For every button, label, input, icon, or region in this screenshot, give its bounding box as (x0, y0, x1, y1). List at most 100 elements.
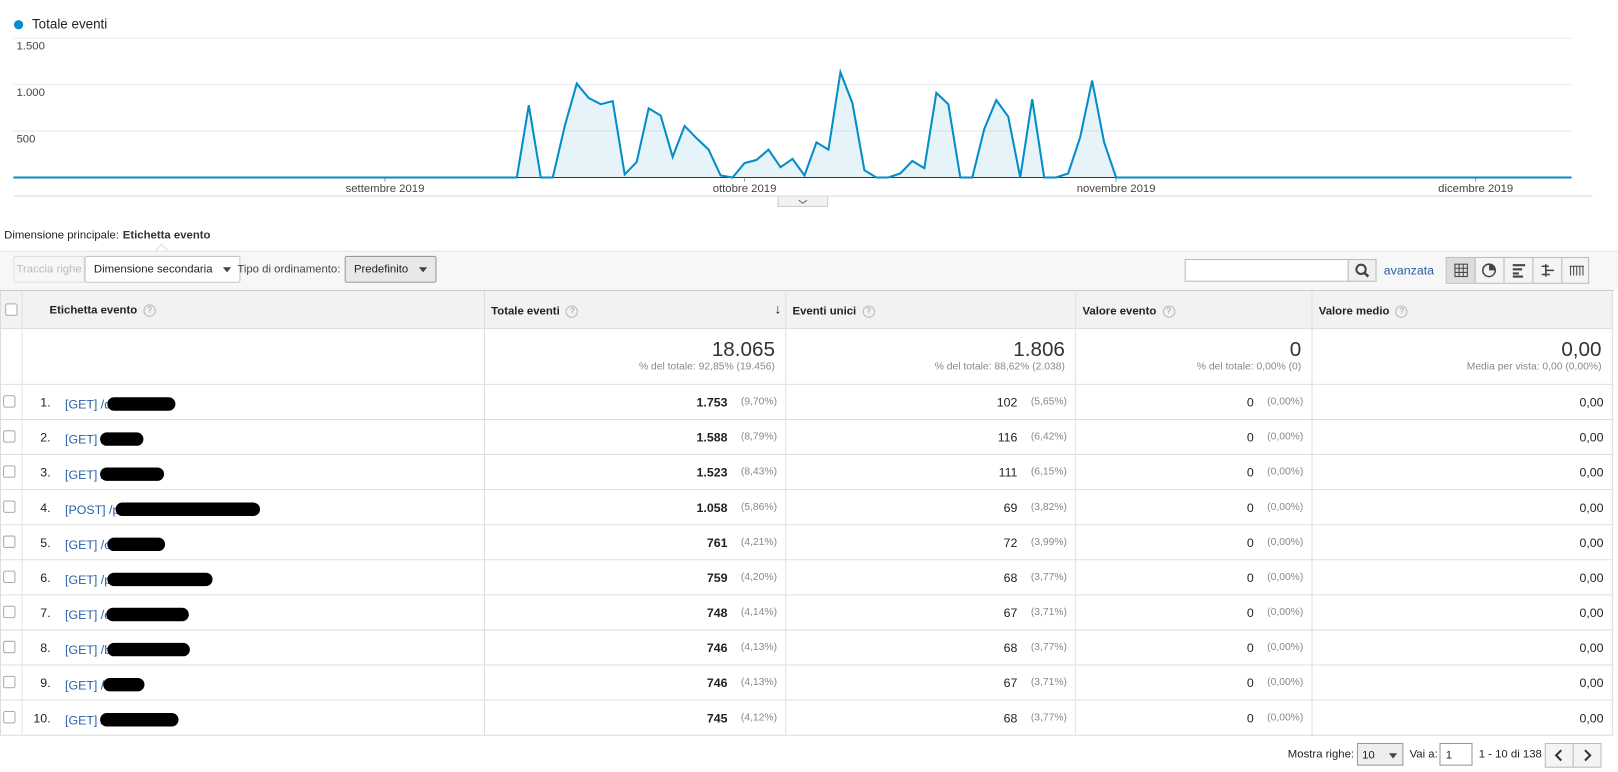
table-cell: Eventi unici? (786, 290, 1077, 330)
row-index: 10. (33, 710, 51, 726)
primary-dimension-label: Dimensione principale: (4, 229, 119, 242)
rows-select[interactable]: 10 (1356, 742, 1404, 766)
table-cell (1, 329, 23, 385)
table-cell: 0 (0,00%) (1076, 490, 1313, 526)
goto-input[interactable]: 1 (1439, 742, 1473, 766)
row-label: [GET] /p (65, 571, 213, 590)
row-label: [GET] /o (65, 536, 165, 555)
row-label: [GET] /d (65, 395, 176, 414)
table-cell: 0% del totale: 0,00% (0) (1076, 329, 1313, 385)
cell-value: 0,00 (1579, 605, 1604, 621)
table-cell: 1.523 (8,43%) (484, 455, 787, 491)
checkbox[interactable] (3, 500, 16, 513)
column-title[interactable]: Etichetta evento (49, 304, 138, 317)
table-cell: 0 (0,00%) (1076, 560, 1313, 596)
next-page[interactable] (1572, 742, 1602, 768)
row-label: [GET] / (65, 465, 165, 484)
cell-value: 0 (1246, 675, 1254, 691)
cell-percent: (6,42%) (1030, 431, 1067, 443)
collapse-handle[interactable] (777, 195, 829, 207)
cell-value: 0 (1246, 710, 1254, 726)
redaction (100, 432, 144, 447)
checkbox[interactable] (3, 570, 16, 584)
table-cell: 116 (6,42%) (786, 419, 1077, 456)
advanced-link[interactable]: avanzata (1383, 263, 1435, 278)
checkbox[interactable] (5, 303, 18, 316)
view-table[interactable] (1446, 257, 1476, 283)
table-cell: 0 (0,00%) (1076, 455, 1313, 491)
redaction (100, 467, 165, 482)
checkbox[interactable] (3, 640, 16, 654)
table-cell (1, 595, 23, 631)
cell-value: 0,00 (1579, 430, 1604, 445)
table-cell: 67 (3,71%) (786, 595, 1077, 631)
legend-marker (13, 20, 24, 30)
checkbox[interactable] (3, 605, 16, 619)
secondary-dimension: Dimensione secondaria (93, 263, 213, 276)
view-comparison[interactable] (1533, 257, 1563, 283)
row-label: [GET] /l (65, 676, 145, 695)
column-title[interactable]: Valore evento (1082, 305, 1157, 318)
event-label-link[interactable]: [GET] /o (65, 537, 112, 553)
checkbox[interactable] (3, 465, 16, 478)
column-title[interactable]: Totale eventi (491, 305, 560, 318)
cell-value: 72 (1003, 535, 1018, 551)
column-header: Valore medio? (1318, 305, 1409, 318)
column-header: Eventi unici? (792, 305, 875, 318)
event-label-link[interactable]: [GET] /c (65, 607, 111, 623)
event-label-link[interactable]: [GET] / (65, 432, 105, 447)
cell-percent: (4,12%) (740, 712, 778, 724)
event-label-link[interactable]: [GET] /p (65, 572, 112, 588)
view-pie[interactable] (1476, 257, 1505, 283)
event-label-link[interactable]: [POST] /p (65, 502, 120, 517)
cell-percent: (0,00%) (1267, 396, 1304, 408)
event-label-link[interactable]: [GET] /d (65, 397, 112, 412)
table-cell: 1.588 (8,79%) (484, 419, 787, 456)
view-pivot[interactable] (1562, 258, 1590, 283)
table-cell: 748 (4,14%) (484, 595, 787, 631)
column-header: Etichetta evento? (49, 304, 156, 317)
table-cell: 0 (0,00%) (1076, 700, 1313, 736)
search-button[interactable] (1347, 259, 1377, 282)
column-title[interactable]: Valore medio (1318, 305, 1390, 318)
checkbox[interactable] (3, 535, 16, 548)
table-cell: 0,00 (1312, 560, 1613, 596)
cell-value: 67 (1003, 675, 1018, 691)
table-cell: 68 (3,77%) (786, 560, 1077, 596)
cell-value: 1.588 (696, 430, 728, 445)
cell-percent: (0,00%) (1267, 536, 1304, 548)
table-cell: 10. [GET] / (22, 700, 485, 736)
checkbox[interactable] (3, 710, 16, 724)
event-label-link[interactable]: [GET] / (65, 467, 105, 482)
sort-type-label: Tipo di ordinamento: (237, 263, 341, 276)
prev-page[interactable] (1544, 742, 1574, 768)
search-input[interactable] (1184, 259, 1350, 282)
view-performance[interactable] (1505, 257, 1534, 283)
table-cell (1, 665, 23, 701)
event-label-link[interactable]: [GET] /b (65, 642, 112, 658)
sort-type-button[interactable]: Predefinito (344, 255, 437, 283)
table-cell: 4. [POST] /p (22, 490, 485, 526)
row-label: [GET] /b (65, 641, 190, 660)
plot-rows-button[interactable]: Traccia righe (13, 255, 85, 283)
table-cell (1, 560, 23, 596)
checkbox[interactable] (3, 430, 16, 443)
checkbox[interactable] (3, 395, 16, 408)
cell-percent: (0,00%) (1267, 571, 1304, 584)
primary-dimension[interactable]: Etichetta evento (122, 229, 211, 242)
cell-value: 759 (706, 570, 728, 586)
table-cell: Etichetta evento? (22, 290, 485, 330)
caret (418, 266, 427, 273)
cell-percent: (4,13%) (740, 641, 778, 654)
table-cell: 18.065% del totale: 92,85% (19.456) (484, 329, 787, 385)
cell-value: 0 (1246, 395, 1254, 410)
event-label-link[interactable]: [GET] /l (65, 677, 107, 693)
cell-value: 68 (1003, 710, 1018, 726)
column-title[interactable]: Eventi unici (792, 305, 857, 318)
checkbox[interactable] (3, 675, 16, 689)
cell-value: 68 (1003, 640, 1018, 656)
event-label-link[interactable]: [GET] / (65, 713, 105, 728)
secondary-dimension-button[interactable]: Dimensione secondaria (84, 255, 241, 283)
sort-arrow: ↓ (774, 301, 782, 317)
